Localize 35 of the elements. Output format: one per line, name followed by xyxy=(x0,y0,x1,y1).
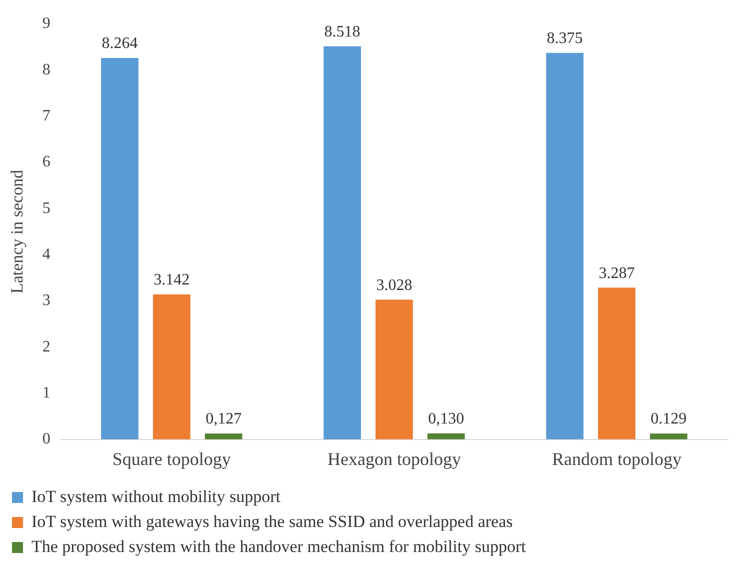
data-label: 3.142 xyxy=(154,272,190,289)
y-tick-label: 5 xyxy=(42,200,50,217)
y-tick-label: 0 xyxy=(42,430,50,448)
bar xyxy=(101,58,138,440)
y-tick-label: 6 xyxy=(42,154,50,171)
data-label: 8.264 xyxy=(102,35,138,52)
data-label: 0,127 xyxy=(206,410,242,428)
data-label: 0.129 xyxy=(650,410,687,428)
data-label: 0,130 xyxy=(428,410,464,428)
legend-label: IoT system with gateways having the same SSID and overlapped areas xyxy=(32,512,513,531)
legend-label: IoT system without mobility support xyxy=(32,486,281,506)
bar xyxy=(204,434,242,440)
y-tick-label: 3 xyxy=(42,292,50,310)
y-tick-label: 4 xyxy=(42,246,50,263)
data-label: 8.375 xyxy=(546,30,583,48)
y-tick-label: 8 xyxy=(42,61,50,78)
data-label: 3.028 xyxy=(376,276,412,294)
x-tick-label: Hexagon topology xyxy=(327,448,461,469)
bar xyxy=(376,300,413,440)
bar xyxy=(650,433,688,440)
bar xyxy=(324,46,361,440)
y-axis-title: Latency in second xyxy=(8,169,27,294)
legend-label: The proposed system with the handover mechanism for mobility support xyxy=(32,536,526,556)
y-tick-label: 1 xyxy=(42,384,50,402)
data-label: 8.518 xyxy=(324,23,360,40)
y-tick-label: 9 xyxy=(42,15,50,32)
bar xyxy=(546,52,584,440)
bar xyxy=(598,288,636,440)
bar xyxy=(152,294,190,440)
x-tick-label: Square topology xyxy=(112,448,231,469)
y-tick-label: 2 xyxy=(42,338,50,356)
y-tick-label: 7 xyxy=(42,108,50,125)
data-label: 3.287 xyxy=(598,264,635,282)
bar xyxy=(427,433,465,440)
x-tick-label: Random topology xyxy=(552,448,682,469)
